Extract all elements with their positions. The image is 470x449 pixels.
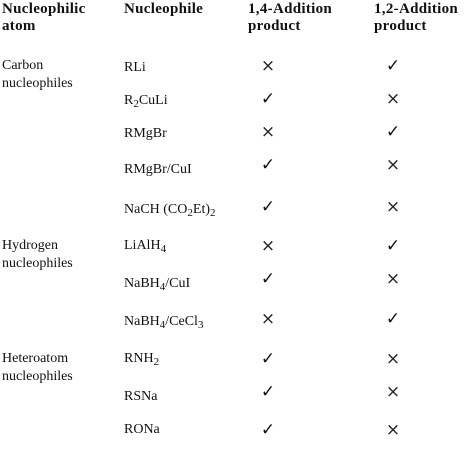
formula-subscript: 2: [210, 207, 216, 219]
atom-label-line: Hydrogen: [2, 238, 58, 253]
nucleophile-formula: RSNa: [124, 388, 157, 406]
header-line: 1,2-Addition: [374, 1, 459, 17]
formula-text: Et): [192, 202, 210, 217]
addition-14-mark-cross-icon: ×: [260, 236, 276, 256]
addition-14-mark-check-icon: ✓: [260, 197, 276, 217]
nucleophile-formula: NaBH4/CuI: [124, 275, 190, 293]
table-row: Heteroatom nucleophiles RNH2 ✓ ×: [0, 349, 470, 384]
table-row: NaBH4/CeCl3 × ✓: [0, 310, 470, 338]
addition-14-mark-check-icon: ✓: [260, 155, 276, 175]
formula-text: CuLi: [138, 93, 168, 108]
formula-text: RMgBr/CuI: [124, 162, 192, 177]
addition-12-mark-cross-icon: ×: [385, 197, 401, 217]
formula-text: NaBH: [124, 276, 160, 291]
formula-subscript: 2: [153, 356, 160, 368]
header-line: atom: [2, 18, 36, 34]
addition-14-mark-cross-icon: ×: [260, 309, 276, 329]
nucleophilic-atom-label: Heteroatom nucleophiles: [2, 350, 73, 386]
addition-12-mark-cross-icon: ×: [385, 349, 401, 369]
table-row: Carbon nucleophiles RLi × ✓: [0, 56, 470, 91]
formula-text: RONa: [124, 422, 160, 437]
formula-text: R: [124, 93, 134, 108]
addition-14-mark-check-icon: ✓: [260, 420, 276, 440]
header-line: 1,4-Addition: [248, 1, 333, 17]
header-line: product: [248, 18, 301, 34]
atom-label-line: Carbon: [2, 58, 44, 73]
table-row: NaCH (CO2Et)2 ✓ ×: [0, 198, 470, 226]
header-14-addition: 1,4-Addition product: [248, 1, 332, 35]
addition-12-mark-check-icon: ✓: [385, 309, 401, 329]
addition-14-mark-check-icon: ✓: [260, 269, 276, 289]
nucleophile-formula: NaBH4/CeCl3: [124, 313, 203, 331]
addition-12-mark-cross-icon: ×: [385, 382, 401, 402]
table-row: NaBH4/CuI ✓ ×: [0, 270, 470, 298]
formula-text: RNH: [124, 351, 154, 366]
table-row: RSNa ✓ ×: [0, 383, 470, 411]
addition-12-mark-check-icon: ✓: [385, 236, 401, 256]
header-line: Nucleophilic: [2, 1, 86, 17]
formula-subscript: 2: [187, 207, 193, 219]
atom-label-line: nucleophiles: [2, 369, 73, 384]
formula-subscript: 4: [160, 243, 167, 255]
formula-text: /CeCl: [165, 314, 198, 329]
nucleophile-formula: R2CuLi: [124, 92, 168, 110]
nucleophile-addition-table: Nucleophilic atom Nucleophile 1,4-Additi…: [0, 1, 470, 439]
nucleophile-formula: RNH2: [124, 350, 159, 368]
formula-text: RLi: [124, 60, 146, 75]
header-nucleophilic-atom: Nucleophilic atom: [2, 1, 86, 35]
formula-text: RMgBr: [124, 126, 167, 141]
nucleophile-formula: RONa: [124, 421, 160, 439]
table-row: Hydrogen nucleophiles LiAlH4 × ✓: [0, 236, 470, 271]
addition-14-mark-check-icon: ✓: [260, 382, 276, 402]
addition-12-mark-cross-icon: ×: [385, 420, 401, 440]
formula-subscript: 3: [197, 319, 204, 331]
addition-14-mark-cross-icon: ×: [260, 122, 276, 142]
header-12-addition: 1,2-Addition product: [374, 1, 458, 35]
nucleophilic-atom-label: Hydrogen nucleophiles: [2, 237, 73, 273]
formula-subscript: 2: [133, 98, 139, 110]
addition-12-mark-cross-icon: ×: [385, 155, 401, 175]
addition-12-mark-check-icon: ✓: [385, 56, 401, 76]
header-line: product: [374, 18, 427, 34]
formula-subscript: 4: [159, 319, 166, 331]
formula-text: NaBH: [124, 314, 160, 329]
table-row: RMgBr/CuI ✓ ×: [0, 156, 470, 184]
addition-12-mark-check-icon: ✓: [385, 122, 401, 142]
addition-12-mark-cross-icon: ×: [385, 269, 401, 289]
formula-text: /CuI: [165, 276, 191, 291]
nucleophile-formula: RLi: [124, 59, 146, 77]
atom-label-line: nucleophiles: [2, 76, 73, 91]
formula-text: RSNa: [124, 389, 158, 404]
formula-text: NaCH (CO: [124, 202, 188, 217]
header-nucleophile: Nucleophile: [124, 1, 203, 18]
atom-label-line: Heteroatom: [2, 351, 69, 366]
nucleophilic-atom-label: Carbon nucleophiles: [2, 57, 73, 93]
addition-14-mark-check-icon: ✓: [260, 349, 276, 369]
table-row: R2CuLi ✓ ×: [0, 90, 470, 118]
nucleophile-formula: RMgBr/CuI: [124, 161, 192, 179]
addition-12-mark-cross-icon: ×: [385, 89, 401, 109]
nucleophile-formula: RMgBr: [124, 125, 167, 143]
nucleophile-formula: NaCH (CO2Et)2: [124, 201, 216, 219]
nucleophile-formula: LiAlH4: [124, 237, 166, 255]
addition-14-mark-cross-icon: ×: [260, 56, 276, 76]
formula-text: LiAlH: [124, 238, 161, 253]
header-line: Nucleophile: [124, 1, 204, 17]
formula-subscript: 4: [159, 281, 166, 293]
table-row: RONa ✓ ×: [0, 421, 470, 449]
table-row: RMgBr × ✓: [0, 123, 470, 151]
atom-label-line: nucleophiles: [2, 256, 73, 271]
addition-14-mark-check-icon: ✓: [260, 89, 276, 109]
